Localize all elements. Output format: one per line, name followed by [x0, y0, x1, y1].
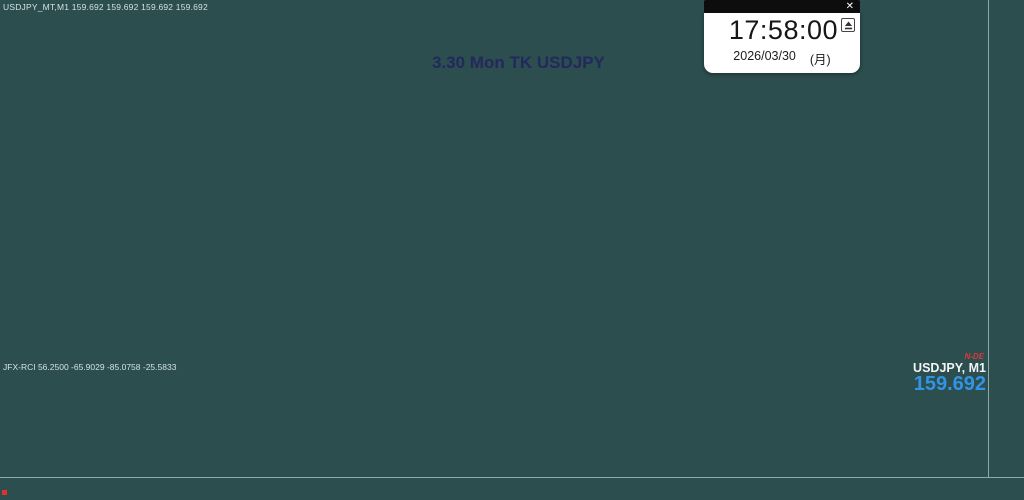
clock-date: 2026/03/30 (月)	[704, 49, 860, 68]
clock-titlebar: ✕	[704, 0, 860, 13]
time-axis[interactable]	[0, 477, 1024, 500]
big-price-display: 159.692	[913, 373, 986, 395]
clock-card: 17:58:00 2026/03/30 (月)	[704, 13, 860, 73]
clock-date-value: 2026/03/30	[733, 49, 796, 63]
collapse-icon[interactable]	[841, 18, 855, 32]
indicator-window-label: JFX-RCI 56.2500 -65.9029 -85.0758 -25.58…	[3, 362, 177, 372]
symbol-ohlc-info: USDJPY_MT,M1 159.692 159.692 159.692 159…	[3, 2, 208, 12]
time-axis-marker	[2, 490, 7, 495]
eject-glyph	[844, 20, 852, 29]
big-symbol-label: USDJPY, M1	[913, 361, 986, 375]
price-axis[interactable]	[988, 0, 1024, 500]
close-icon[interactable]: ✕	[845, 1, 854, 12]
indicator-watermark: N-DE	[964, 352, 984, 361]
clock-time: 17:58:00	[728, 15, 838, 45]
chart-title: 3.30 Mon TK USDJPY	[432, 53, 605, 72]
clock-weekday: (月)	[809, 53, 831, 67]
clock-widget: ✕ 17:58:00 2026/03/30 (月)	[704, 0, 860, 73]
